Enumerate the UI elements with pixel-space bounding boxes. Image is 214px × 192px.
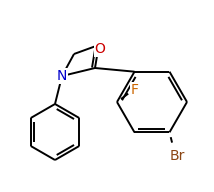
Text: F: F xyxy=(131,83,139,97)
Text: N: N xyxy=(57,69,67,83)
Text: Br: Br xyxy=(170,149,185,163)
Text: O: O xyxy=(95,42,106,56)
